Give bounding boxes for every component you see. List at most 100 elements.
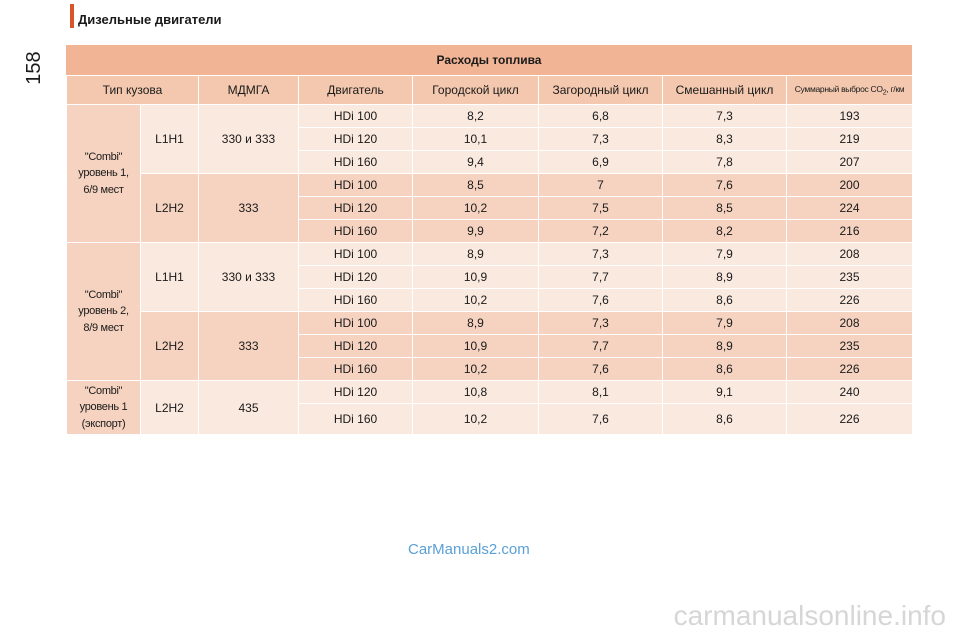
- engine-cell: HDi 100: [298, 242, 413, 266]
- engine-cell: HDi 120: [298, 380, 413, 404]
- engine-cell: HDi 160: [298, 403, 413, 435]
- urban-cell: 8,9: [412, 242, 539, 266]
- extra-urban-cell: 7,3: [538, 242, 663, 266]
- col-header-mass: МДМГА: [198, 75, 299, 105]
- extra-urban-cell: 7,6: [538, 357, 663, 381]
- combined-cell: 8,3: [662, 127, 787, 151]
- size-cell: L2H2: [140, 173, 199, 243]
- urban-cell: 9,4: [412, 150, 539, 174]
- body-type-cell: "Combi" уровень 2, 8/9 мест: [66, 242, 141, 381]
- body-type-cell: "Combi" уровень 1 (экспорт): [66, 380, 141, 435]
- size-cell: L2H2: [140, 380, 199, 435]
- combined-cell: 7,6: [662, 173, 787, 197]
- size-cell: L1H1: [140, 104, 199, 174]
- table-row: HDi 160 9,9 7,2 8,2 216: [67, 219, 913, 243]
- co2-cell: 235: [786, 334, 913, 358]
- engine-cell: HDi 160: [298, 150, 413, 174]
- table-row: "Combi" уровень 2, 8/9 мест L1H1 330 и 333…: [66, 242, 913, 381]
- engine-cell: HDi 120: [298, 265, 413, 289]
- table-row: HDi 120 10,2 7,5 8,5 224: [67, 196, 913, 220]
- co2-cell: 200: [786, 173, 913, 197]
- table-row: HDi 160 9,4 6,9 7,8 207: [67, 150, 913, 174]
- co2-cell: 216: [786, 219, 913, 243]
- urban-cell: 10,2: [412, 357, 539, 381]
- combined-cell: 8,6: [662, 403, 787, 435]
- extra-urban-cell: 7,6: [538, 288, 663, 312]
- table-row: L2H2 333 HDi 100 8,9 7,3 7,9 208: [67, 311, 913, 381]
- engine-cell: HDi 100: [298, 311, 413, 335]
- extra-urban-cell: 7,6: [538, 403, 663, 435]
- co2-cell: 219: [786, 127, 913, 151]
- table-row: HDi 160 10,2 7,6 8,6 226: [67, 403, 913, 435]
- combined-cell: 8,9: [662, 265, 787, 289]
- fuel-consumption-table: Тип кузова МДМГА Двигатель Городской цик…: [66, 75, 913, 435]
- extra-urban-cell: 7,3: [538, 311, 663, 335]
- header-row: Тип кузова МДМГА Двигатель Городской цик…: [66, 75, 913, 105]
- engine-cell: HDi 100: [298, 104, 413, 128]
- urban-cell: 9,9: [412, 219, 539, 243]
- co2-cell: 226: [786, 403, 913, 435]
- combined-cell: 8,6: [662, 288, 787, 312]
- engine-cell: HDi 120: [298, 334, 413, 358]
- combined-cell: 7,9: [662, 311, 787, 335]
- table-row: L2H2 333 HDi 100 8,5 7 7,6 200: [67, 173, 913, 243]
- combined-cell: 8,6: [662, 357, 787, 381]
- combined-cell: 8,2: [662, 219, 787, 243]
- urban-cell: 10,2: [412, 288, 539, 312]
- co2-cell: 226: [786, 288, 913, 312]
- table-row: HDi 160 10,2 7,6 8,6 226: [67, 357, 913, 381]
- extra-urban-cell: 7,7: [538, 334, 663, 358]
- mass-cell: 435: [198, 380, 299, 435]
- urban-cell: 10,2: [412, 196, 539, 220]
- co2-cell: 207: [786, 150, 913, 174]
- engine-cell: HDi 160: [298, 357, 413, 381]
- mass-cell: 330 и 333: [198, 242, 299, 312]
- co2-cell: 224: [786, 196, 913, 220]
- col-header-urban: Городской цикл: [412, 75, 539, 105]
- col-header-extra-urban: Загородный цикл: [538, 75, 663, 105]
- col-header-combined: Смешанный цикл: [662, 75, 787, 105]
- urban-cell: 8,9: [412, 311, 539, 335]
- engine-cell: HDi 160: [298, 219, 413, 243]
- mass-cell: 333: [198, 173, 299, 243]
- co2-cell: 235: [786, 265, 913, 289]
- urban-cell: 10,9: [412, 334, 539, 358]
- engine-cell: HDi 120: [298, 196, 413, 220]
- size-cell: L1H1: [140, 242, 199, 312]
- co2-cell: 208: [786, 311, 913, 335]
- table-row: HDi 120 10,9 7,7 8,9 235: [67, 265, 913, 289]
- co2-cell: 226: [786, 357, 913, 381]
- engine-cell: HDi 100: [298, 173, 413, 197]
- mass-cell: 330 и 333: [198, 104, 299, 174]
- engine-cell: HDi 120: [298, 127, 413, 151]
- combined-cell: 8,9: [662, 334, 787, 358]
- co2-cell: 208: [786, 242, 913, 266]
- section-title: Дизельные двигатели: [78, 12, 222, 27]
- urban-cell: 10,9: [412, 265, 539, 289]
- extra-urban-cell: 8,1: [538, 380, 663, 404]
- table-body: "Combi" уровень 1, 6/9 мест L1H1 330 и 333…: [66, 104, 913, 435]
- watermark-text: carmanualsonline.info: [673, 600, 946, 631]
- col-header-co2: Суммарный выброс CO2, г/км: [786, 75, 913, 105]
- body-type-cell: "Combi" уровень 1, 6/9 мест: [66, 104, 141, 243]
- page-number: 158: [23, 51, 45, 85]
- co2-cell: 240: [786, 380, 913, 404]
- extra-urban-cell: 7,2: [538, 219, 663, 243]
- table-title: Расходы топлива: [66, 45, 912, 75]
- combined-cell: 7,8: [662, 150, 787, 174]
- extra-urban-cell: 7,3: [538, 127, 663, 151]
- urban-cell: 8,5: [412, 173, 539, 197]
- table-row: "Combi" уровень 1 (экспорт) L2H2 435 HDi 12…: [66, 380, 913, 435]
- combined-cell: 8,5: [662, 196, 787, 220]
- table-row: "Combi" уровень 1, 6/9 мест L1H1 330 и 333…: [66, 104, 913, 243]
- extra-urban-cell: 6,9: [538, 150, 663, 174]
- combined-cell: 7,3: [662, 104, 787, 128]
- col-header-engine: Двигатель: [298, 75, 413, 105]
- urban-cell: 10,1: [412, 127, 539, 151]
- combined-cell: 9,1: [662, 380, 787, 404]
- extra-urban-cell: 7: [538, 173, 663, 197]
- extra-urban-cell: 7,5: [538, 196, 663, 220]
- urban-cell: 8,2: [412, 104, 539, 128]
- urban-cell: 10,2: [412, 403, 539, 435]
- mass-cell: 333: [198, 311, 299, 381]
